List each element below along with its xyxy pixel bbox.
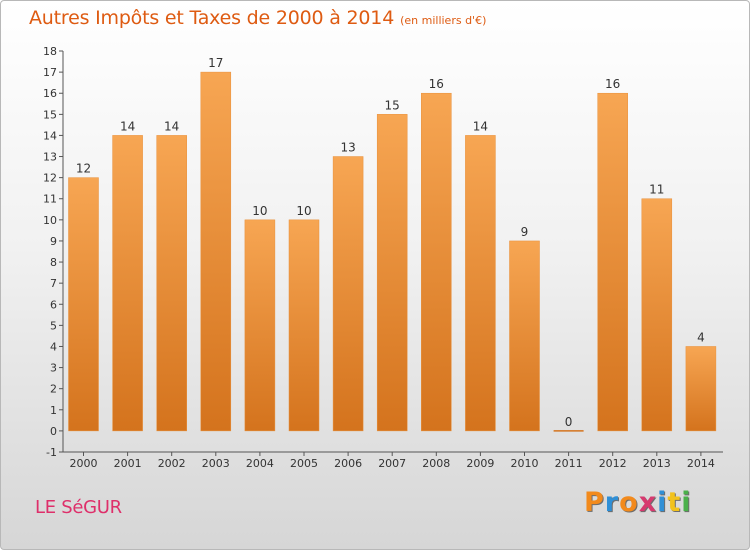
- data-label-2006: 13: [340, 141, 355, 155]
- y-tick-label: 16: [43, 87, 57, 100]
- chart-title: Autres Impôts et Taxes de 2000 à 2014 (en…: [29, 7, 486, 29]
- data-label-2011: 0: [565, 415, 573, 429]
- logo-letter: P: [584, 487, 605, 518]
- y-tick-label: 11: [43, 193, 57, 206]
- bar-2012: [597, 92, 628, 432]
- x-tick-label-2004: 2004: [246, 457, 274, 470]
- y-tick-label: 10: [43, 214, 57, 227]
- x-tick-label-2014: 2014: [687, 457, 715, 470]
- bar-2008: [421, 92, 452, 432]
- logo-letter: t: [667, 487, 682, 518]
- y-tick-label: 7: [50, 277, 57, 290]
- bar-2004: [244, 219, 276, 432]
- y-tick-label: 4: [50, 340, 57, 353]
- chart-title-unit: (en milliers d'€): [400, 14, 487, 27]
- y-tick-label: 17: [43, 66, 57, 79]
- x-tick-label-2002: 2002: [158, 457, 186, 470]
- data-label-2004: 10: [252, 204, 267, 218]
- data-label-2008: 16: [429, 77, 444, 91]
- y-tick-label: -1: [46, 446, 57, 459]
- data-label-2001: 14: [120, 119, 135, 133]
- bar-2010: [509, 240, 540, 432]
- data-label-2005: 10: [296, 204, 311, 218]
- proxiti-logo[interactable]: Proxiti: [584, 487, 692, 518]
- y-tick-label: 8: [50, 256, 57, 269]
- x-tick-label-2010: 2010: [511, 457, 539, 470]
- y-tick-label: 9: [50, 235, 57, 248]
- bar-2007: [376, 114, 408, 432]
- y-tick-label: 12: [43, 172, 57, 185]
- bar-2013: [641, 198, 673, 432]
- bar-2000: [68, 177, 99, 432]
- bar-2014: [685, 346, 717, 432]
- x-tick-label-2012: 2012: [599, 457, 627, 470]
- y-tick-label: 13: [43, 151, 57, 164]
- data-label-2012: 16: [605, 77, 620, 91]
- logo-letter: x: [638, 487, 658, 518]
- y-tick-label: 1: [50, 404, 57, 417]
- chart-title-main: Autres Impôts et Taxes de 2000 à 2014: [29, 7, 395, 29]
- y-tick-label: 3: [50, 362, 57, 375]
- x-tick-label-2000: 2000: [70, 457, 98, 470]
- y-tick-label: 18: [43, 45, 57, 58]
- logo-letter: r: [604, 487, 620, 518]
- bar-2005: [288, 219, 320, 432]
- x-tick-label-2007: 2007: [378, 457, 406, 470]
- bar-2003: [200, 71, 232, 432]
- x-tick-label-2003: 2003: [202, 457, 230, 470]
- x-tick-label-2005: 2005: [290, 457, 318, 470]
- x-tick-label-2008: 2008: [422, 457, 450, 470]
- y-tick-label: 2: [50, 383, 57, 396]
- bar-2006: [332, 156, 364, 432]
- x-tick-label-2009: 2009: [466, 457, 494, 470]
- data-label-2003: 17: [208, 56, 223, 70]
- data-label-2000: 12: [76, 162, 91, 176]
- logo-letter: o: [619, 487, 639, 518]
- y-tick-label: 6: [50, 298, 57, 311]
- bar-2009: [465, 135, 496, 432]
- y-tick-label: 5: [50, 319, 57, 332]
- bar-2001: [112, 135, 143, 432]
- data-label-2002: 14: [164, 119, 179, 133]
- data-label-2009: 14: [473, 119, 488, 133]
- data-label-2010: 9: [521, 225, 529, 239]
- y-tick-label: 15: [43, 108, 57, 121]
- data-label-2014: 4: [697, 330, 705, 344]
- x-tick-label-2011: 2011: [555, 457, 583, 470]
- x-tick-label-2006: 2006: [334, 457, 362, 470]
- x-tick-label-2001: 2001: [114, 457, 142, 470]
- logo-letter: i: [657, 487, 668, 518]
- x-tick-label-2013: 2013: [643, 457, 671, 470]
- bar-2002: [156, 135, 187, 432]
- commune-name: LE SéGUR: [35, 497, 122, 518]
- y-tick-label: 0: [50, 425, 57, 438]
- data-label-2007: 15: [385, 98, 400, 112]
- data-label-2013: 11: [649, 183, 664, 197]
- y-tick-label: 14: [43, 129, 57, 142]
- logo-letter: i: [681, 487, 692, 518]
